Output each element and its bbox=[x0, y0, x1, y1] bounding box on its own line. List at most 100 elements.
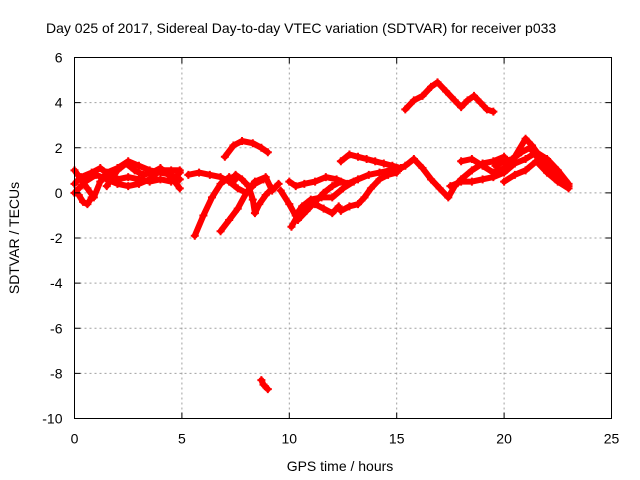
data-point bbox=[375, 168, 384, 177]
x-tick-label: 15 bbox=[389, 431, 405, 447]
data-point bbox=[261, 191, 270, 200]
data-point bbox=[328, 193, 337, 202]
data-point bbox=[74, 184, 83, 193]
data-point bbox=[500, 157, 509, 166]
series-trace bbox=[458, 135, 572, 190]
data-series-arc-23 bbox=[500, 157, 573, 193]
data-point bbox=[263, 385, 272, 394]
y-tick-label: 0 bbox=[55, 185, 63, 201]
data-point bbox=[489, 168, 498, 177]
data-point bbox=[427, 82, 436, 91]
y-tick-labels: -10 -8 -6 -4 -2 0 2 4 6 bbox=[42, 50, 62, 427]
data-series-arc-4 bbox=[74, 191, 96, 209]
data-point bbox=[401, 105, 410, 114]
data-point bbox=[233, 184, 242, 193]
data-point bbox=[83, 200, 92, 209]
data-point bbox=[216, 179, 225, 188]
data-point bbox=[167, 166, 176, 175]
data-point bbox=[409, 155, 418, 164]
data-point bbox=[444, 193, 453, 202]
data-point bbox=[199, 211, 208, 220]
data-point bbox=[564, 184, 573, 193]
data-point bbox=[79, 197, 88, 206]
data-point bbox=[130, 166, 139, 175]
chart-title: Day 025 of 2017, Sidereal Day-to-day VTE… bbox=[46, 20, 556, 36]
data-point bbox=[336, 157, 345, 166]
data-point bbox=[521, 155, 530, 164]
data-point bbox=[225, 215, 234, 224]
data-point bbox=[500, 164, 509, 173]
data-point bbox=[525, 143, 534, 152]
data-point bbox=[508, 155, 517, 164]
y-tick-label: -6 bbox=[50, 320, 63, 336]
data-series-arc-7 bbox=[190, 173, 240, 240]
data-point bbox=[349, 177, 358, 186]
data-point bbox=[248, 139, 257, 148]
data-point bbox=[553, 177, 562, 186]
data-point bbox=[250, 209, 259, 218]
data-point bbox=[336, 177, 345, 186]
data-point bbox=[257, 143, 266, 152]
data-point bbox=[543, 168, 552, 177]
data-point bbox=[113, 179, 122, 188]
data-point bbox=[276, 186, 285, 195]
data-series-arc-11 bbox=[257, 376, 272, 394]
data-point bbox=[450, 96, 459, 105]
data-point bbox=[122, 159, 131, 168]
data-point bbox=[134, 161, 143, 170]
data-point bbox=[489, 107, 498, 116]
data-point bbox=[467, 155, 476, 164]
data-point bbox=[238, 136, 247, 145]
data-point bbox=[76, 173, 85, 182]
data-point bbox=[238, 175, 247, 184]
data-point bbox=[207, 193, 216, 202]
data-point bbox=[124, 173, 133, 182]
grid-lines bbox=[74, 57, 612, 419]
x-tick-label: 5 bbox=[178, 431, 186, 447]
data-point bbox=[175, 184, 184, 193]
axis-ticks bbox=[74, 57, 612, 419]
data-point bbox=[233, 204, 242, 213]
data-point bbox=[81, 177, 90, 186]
x-tick-label: 0 bbox=[71, 431, 79, 447]
data-point bbox=[287, 222, 296, 231]
data-point bbox=[366, 184, 375, 193]
data-point bbox=[457, 103, 466, 112]
data-point bbox=[360, 193, 369, 202]
data-point bbox=[229, 141, 238, 150]
data-point bbox=[298, 202, 307, 211]
x-tick-labels: 0 5 10 15 20 25 bbox=[71, 431, 620, 447]
data-point bbox=[510, 170, 519, 179]
data-point bbox=[156, 164, 165, 173]
data-point bbox=[285, 177, 294, 186]
data-point bbox=[379, 159, 388, 168]
x-tick-label: 25 bbox=[604, 431, 620, 447]
data-point bbox=[145, 175, 154, 184]
data-point bbox=[354, 200, 363, 209]
data-point bbox=[167, 173, 176, 182]
data-point bbox=[250, 177, 259, 186]
data-point bbox=[291, 211, 300, 220]
data-point bbox=[491, 161, 500, 170]
data-point bbox=[291, 182, 300, 191]
data-point bbox=[364, 170, 373, 179]
data-series-arc-20 bbox=[446, 148, 573, 191]
data-point bbox=[433, 78, 442, 87]
data-point bbox=[139, 170, 148, 179]
data-point bbox=[274, 179, 283, 188]
data-point bbox=[500, 177, 509, 186]
y-tick-label: -8 bbox=[50, 365, 63, 381]
data-point bbox=[195, 168, 204, 177]
y-tick-label: 2 bbox=[55, 140, 63, 156]
y-tick-label: 4 bbox=[55, 95, 63, 111]
y-tick-label: 6 bbox=[55, 50, 63, 66]
data-point bbox=[259, 380, 268, 389]
data-point bbox=[532, 157, 541, 166]
data-point bbox=[384, 170, 393, 179]
data-series-arc-19 bbox=[401, 78, 498, 116]
data-point bbox=[392, 166, 401, 175]
data-point bbox=[134, 179, 143, 188]
data-point bbox=[96, 164, 105, 173]
data-point bbox=[231, 170, 240, 179]
